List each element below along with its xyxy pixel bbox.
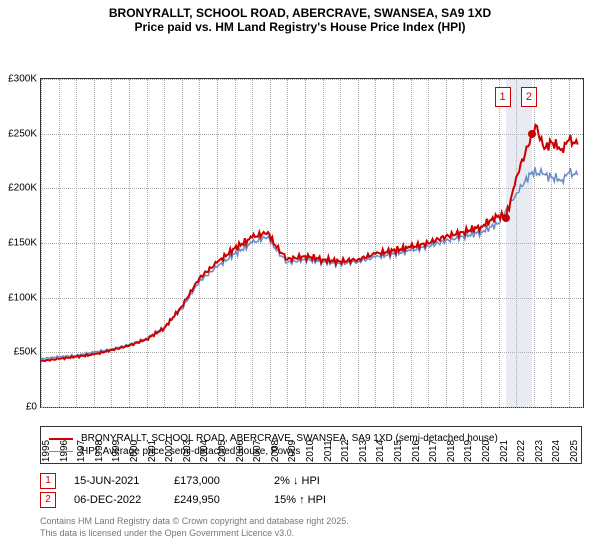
copyright-line1: Contains HM Land Registry data © Crown c… bbox=[40, 516, 349, 528]
callout-delta: 15% ↑ HPI bbox=[274, 494, 374, 506]
copyright: Contains HM Land Registry data © Crown c… bbox=[40, 516, 349, 539]
legend-item: HPI: Average price, semi-detached house,… bbox=[49, 446, 573, 457]
y-tick-label: £200K bbox=[8, 183, 37, 194]
y-tick-label: £300K bbox=[8, 74, 37, 85]
y-tick-label: £100K bbox=[8, 292, 37, 303]
callout-row: 1 15-JUN-2021£173,0002% ↓ HPI bbox=[40, 473, 374, 489]
marker-box: 1 bbox=[495, 87, 511, 107]
chart-container: BRONYRALLT, SCHOOL ROAD, ABERCRAVE, SWAN… bbox=[0, 0, 600, 560]
callout-price: £173,000 bbox=[174, 475, 274, 487]
legend-swatch bbox=[49, 438, 73, 440]
callout-number: 2 bbox=[40, 492, 56, 508]
y-tick-label: £250K bbox=[8, 128, 37, 139]
callout-date: 06-DEC-2022 bbox=[74, 494, 174, 506]
legend-label: HPI: Average price, semi-detached house,… bbox=[81, 446, 300, 457]
legend-item: BRONYRALLT, SCHOOL ROAD, ABERCRAVE, SWAN… bbox=[49, 433, 573, 444]
series-svg bbox=[41, 79, 583, 407]
marker-box: 2 bbox=[521, 87, 537, 107]
plot-area: £0£50K£100K£150K£200K£250K£300K199519961… bbox=[40, 78, 584, 408]
callout-delta: 2% ↓ HPI bbox=[274, 475, 374, 487]
marker-dot bbox=[528, 130, 536, 138]
y-tick-label: £150K bbox=[8, 238, 37, 249]
legend-swatch bbox=[49, 451, 73, 452]
callout-date: 15-JUN-2021 bbox=[74, 475, 174, 487]
series-line bbox=[41, 125, 578, 361]
legend: BRONYRALLT, SCHOOL ROAD, ABERCRAVE, SWAN… bbox=[40, 426, 582, 464]
chart-title-line2: Price paid vs. HM Land Registry's House … bbox=[0, 20, 600, 34]
callout-number: 1 bbox=[40, 473, 56, 489]
callouts: 1 15-JUN-2021£173,0002% ↓ HPI 2 06-DEC-2022… bbox=[40, 470, 374, 511]
series-line bbox=[41, 167, 578, 359]
callout-price: £249,950 bbox=[174, 494, 274, 506]
y-tick-label: £50K bbox=[14, 347, 37, 358]
legend-label: BRONYRALLT, SCHOOL ROAD, ABERCRAVE, SWAN… bbox=[81, 433, 498, 444]
chart-title-line1: BRONYRALLT, SCHOOL ROAD, ABERCRAVE, SWAN… bbox=[0, 0, 600, 20]
copyright-line2: This data is licensed under the Open Gov… bbox=[40, 528, 349, 540]
y-tick-label: £0 bbox=[26, 402, 37, 413]
callout-row: 2 06-DEC-2022£249,95015% ↑ HPI bbox=[40, 492, 374, 508]
marker-dot bbox=[502, 214, 510, 222]
